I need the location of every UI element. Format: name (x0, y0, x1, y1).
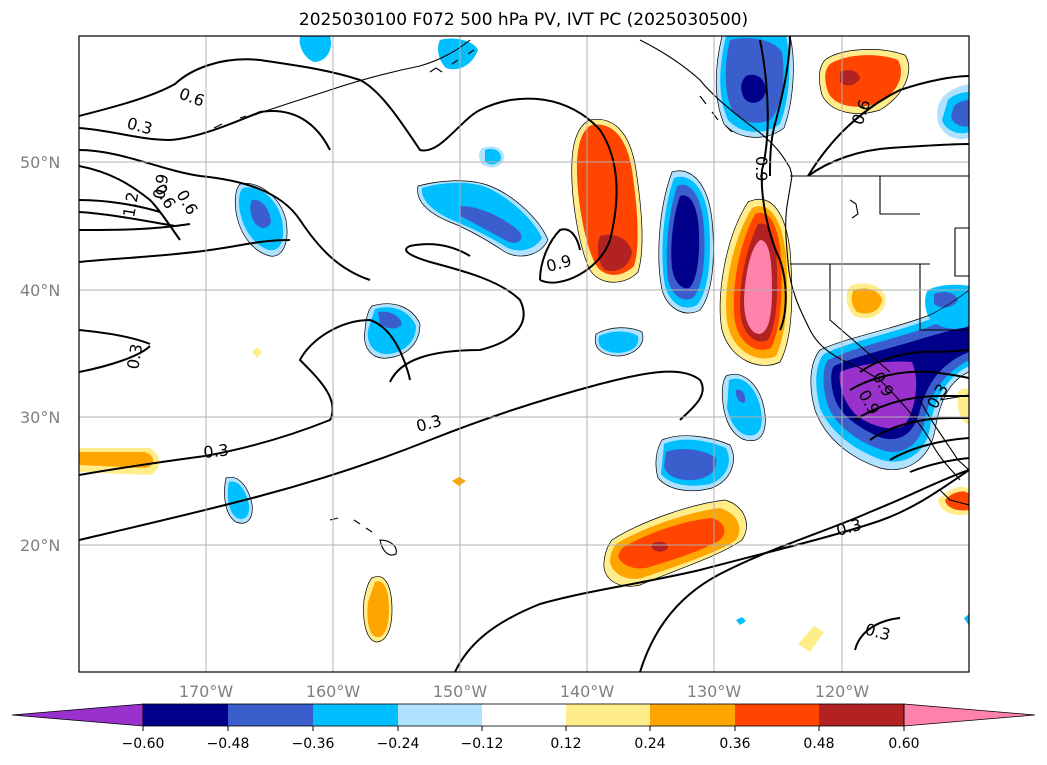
colorbar-tick-label: −0.12 (461, 736, 504, 752)
colorbar-tick-label: 0.24 (634, 736, 665, 752)
lon-labels: 170°W 160°W 150°W 140°W 130°W 120°W (179, 682, 870, 701)
lon-label: 150°W (433, 682, 488, 701)
colorbar-swatch (143, 704, 228, 726)
colorbar-tick-label: 0.60 (888, 736, 919, 752)
lon-label: 140°W (560, 682, 615, 701)
colorbar-tick-label: −0.48 (207, 736, 250, 752)
colorbar-swatch (566, 704, 650, 726)
pv-contours (79, 36, 969, 672)
contour-label: 1.2 (119, 190, 142, 218)
colorbar-tick-label: −0.60 (122, 736, 165, 752)
lon-label: 120°W (815, 682, 870, 701)
colorbar-swatch (819, 704, 904, 726)
colorbar-swatch (398, 704, 482, 726)
colorbar-tick-label: 0.36 (719, 736, 750, 752)
lat-label: 30°N (20, 408, 60, 427)
lon-label: 160°W (306, 682, 361, 701)
colorbar-extend-high (903, 703, 1036, 727)
map-frame (78, 35, 970, 673)
lon-label: 130°W (687, 682, 742, 701)
colorbar-outline (142, 703, 905, 727)
colorbar-swatch (228, 704, 313, 726)
lat-labels: 50°N 40°N 30°N 20°N (20, 153, 60, 555)
colorbar-swatch (735, 704, 819, 726)
lat-label: 20°N (20, 536, 60, 555)
contour-label: 0.9 (149, 172, 172, 200)
lon-label: 170°W (179, 682, 234, 701)
contour-label: 0.3 (123, 342, 146, 370)
colorbar-swatch (650, 704, 735, 726)
graticule (79, 36, 969, 672)
lat-label: 40°N (20, 281, 60, 300)
colorbar-tick-label: −0.36 (292, 736, 335, 752)
colorbar-swatch (313, 704, 398, 726)
colorbar-swatch (482, 704, 566, 726)
contour-label: 0.3 (202, 440, 229, 462)
colorbar-tick-label: 0.48 (803, 736, 834, 752)
lat-label: 50°N (20, 153, 60, 172)
colorbar-tick-label: −0.24 (377, 736, 420, 752)
contour-label: 0.9 (752, 156, 771, 181)
colorbar: −0.60 −0.48 −0.36 −0.24 −0.12 0.12 0.24 … (11, 703, 1036, 752)
colorbar-extend-low (11, 703, 144, 727)
map-title: 2025030100 F072 500 hPa PV, IVT PC (2025… (298, 10, 749, 30)
shaded-field (79, 36, 969, 652)
colorbar-tick-label: 0.12 (550, 736, 581, 752)
